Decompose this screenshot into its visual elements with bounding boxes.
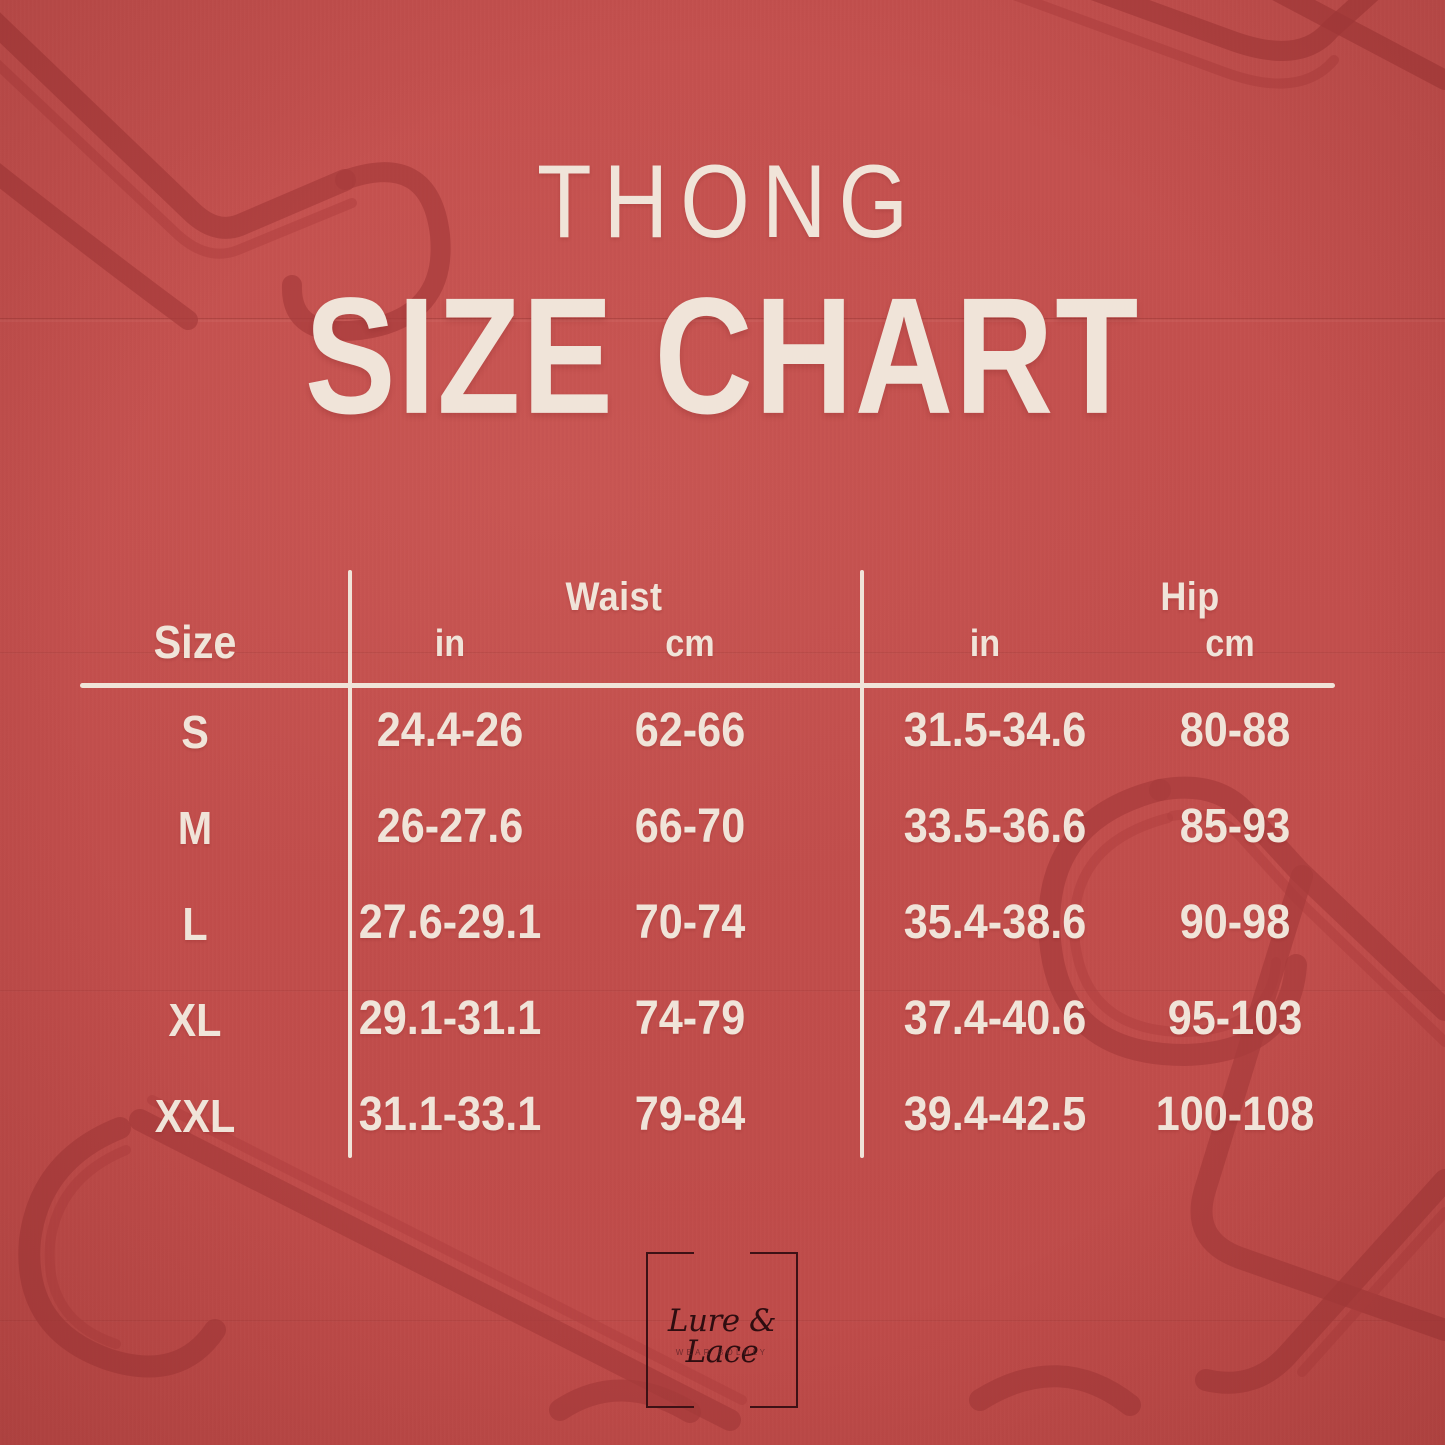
table-row: 95-103 bbox=[1167, 992, 1303, 1045]
table-row: 31.1-33.1 bbox=[358, 1088, 542, 1141]
group-header-hip: Hip bbox=[1160, 575, 1220, 619]
logo-frame-left bbox=[646, 1252, 694, 1408]
column-header-waist-cm: cm bbox=[665, 623, 715, 665]
table-row: 79-84 bbox=[634, 1088, 746, 1141]
logo-tagline: WEAR BOLDLY bbox=[675, 1348, 769, 1357]
table-row: 29.1-31.1 bbox=[358, 992, 542, 1045]
table-row: 27.6-29.1 bbox=[358, 896, 542, 949]
plank-seam bbox=[0, 990, 1445, 992]
table-row: 37.4-40.6 bbox=[903, 992, 1087, 1045]
group-header-waist: Waist bbox=[565, 575, 663, 619]
table-row: XL bbox=[168, 994, 222, 1046]
table-row: S bbox=[181, 706, 209, 758]
table-row: 80-88 bbox=[1179, 704, 1291, 757]
table-row: XXL bbox=[154, 1090, 236, 1142]
table-divider-hip bbox=[860, 570, 864, 1158]
table-row: 74-79 bbox=[634, 992, 746, 1045]
table-row: M bbox=[177, 802, 213, 854]
title-line-size-chart: SIZE CHART bbox=[304, 263, 1141, 449]
table-row: 66-70 bbox=[634, 800, 746, 853]
table-row: 24.4-26 bbox=[376, 704, 524, 757]
table-divider-waist bbox=[348, 570, 352, 1158]
column-header-waist-in: in bbox=[434, 623, 466, 665]
table-row: 31.5-34.6 bbox=[903, 704, 1087, 757]
table-row: 100-108 bbox=[1155, 1088, 1315, 1141]
logo-frame-right bbox=[750, 1252, 798, 1408]
table-row: 35.4-38.6 bbox=[903, 896, 1087, 949]
table-row: 33.5-36.6 bbox=[903, 800, 1087, 853]
table-row: 62-66 bbox=[634, 704, 746, 757]
brand-logo: Lure & Lace WEAR BOLDLY bbox=[646, 1252, 798, 1408]
column-header-hip-cm: cm bbox=[1205, 623, 1255, 665]
column-header-size: Size bbox=[153, 616, 237, 668]
poster-title: THONG SIZE CHART bbox=[0, 144, 1445, 439]
table-row: 39.4-42.5 bbox=[903, 1088, 1087, 1141]
table-row: 90-98 bbox=[1179, 896, 1291, 949]
table-row: L bbox=[182, 898, 208, 950]
plank-seam bbox=[0, 318, 1445, 320]
table-header-rule bbox=[80, 683, 1335, 688]
plank-seam bbox=[0, 652, 1445, 654]
table-row: 70-74 bbox=[634, 896, 746, 949]
title-line-thong: THONG bbox=[536, 144, 921, 260]
table-row: 26-27.6 bbox=[376, 800, 524, 853]
table-row: 85-93 bbox=[1179, 800, 1291, 853]
size-table: Waist Hip Size in cm in cm S 24.4-26 62-… bbox=[80, 565, 1335, 1165]
column-header-hip-in: in bbox=[969, 623, 1001, 665]
logo-brand-name: Lure & Lace bbox=[667, 1303, 777, 1370]
